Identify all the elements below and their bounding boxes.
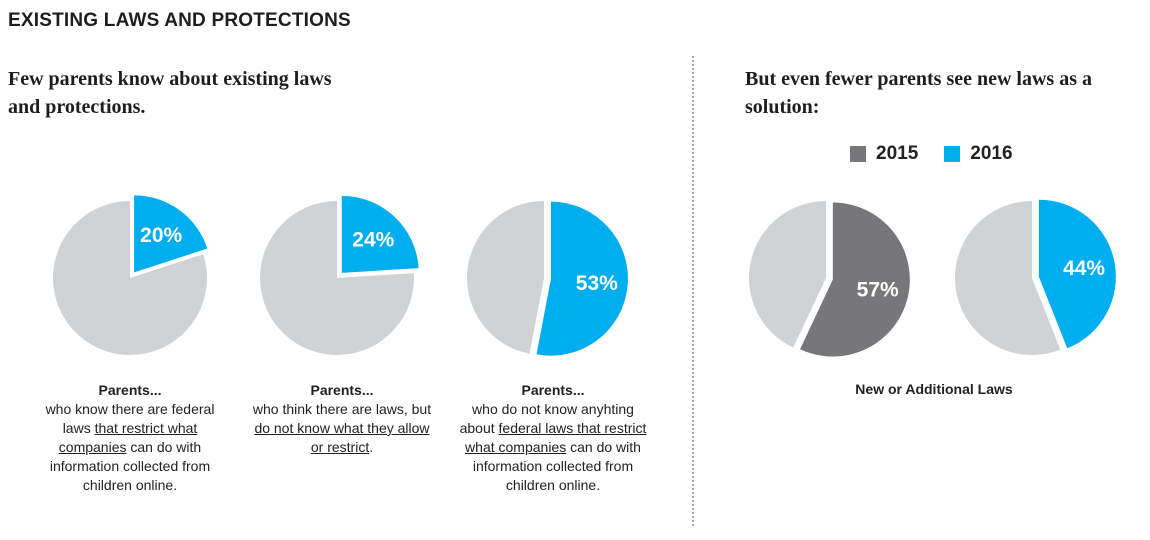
pie-highlight-slice bbox=[341, 195, 419, 273]
pie-remainder-slice bbox=[52, 201, 207, 355]
legend: 2015 2016 bbox=[850, 143, 1039, 165]
left-subtitle: Few parents know about existing laws and… bbox=[8, 68, 332, 118]
right-chart-caption: New or Additional Laws bbox=[855, 381, 1013, 397]
pie-highlight-slice bbox=[800, 202, 910, 357]
caption-heading: Parents... bbox=[98, 382, 162, 398]
pie-chart-3: 53% bbox=[466, 200, 628, 356]
legend-swatch-2015 bbox=[850, 146, 866, 162]
caption-2: Parents... who think there are laws, but … bbox=[247, 381, 437, 457]
pie-value-label: 53% bbox=[576, 272, 618, 295]
caption-underlined-text: that restrict what companies bbox=[58, 420, 198, 455]
pie-remainder-slice bbox=[466, 200, 544, 354]
caption-text: who think there are laws, but bbox=[252, 401, 432, 417]
pie-remainder-slice bbox=[954, 201, 1061, 355]
section-title: EXISTING LAWS AND PROTECTIONS bbox=[8, 10, 351, 31]
caption-text: can do with information collected from c… bbox=[49, 439, 211, 493]
pie-chart-5: 44% bbox=[954, 199, 1116, 355]
pie-chart-2: 24% bbox=[260, 195, 419, 355]
pie-value-label: 20% bbox=[140, 224, 182, 247]
caption-text: . bbox=[369, 439, 374, 455]
caption-underlined-text: federal laws that restrict what companie… bbox=[465, 420, 647, 455]
section-divider bbox=[692, 56, 694, 526]
pie-value-label: 24% bbox=[352, 228, 394, 251]
legend-label-2015: 2015 bbox=[876, 143, 919, 164]
caption-1: Parents... who know there are federal law… bbox=[35, 381, 225, 495]
caption-text: who know there are federal laws bbox=[45, 401, 215, 436]
pie-highlight-slice bbox=[1038, 199, 1116, 349]
legend-swatch-2016 bbox=[944, 146, 961, 162]
right-subtitle: But even fewer parents see new laws as a… bbox=[745, 68, 1093, 118]
legend-label-2016: 2016 bbox=[970, 143, 1013, 164]
caption-3: Parents... who do not know anyhting about… bbox=[458, 381, 648, 495]
pie-chart-4: 57% bbox=[748, 201, 910, 357]
caption-heading: Parents... bbox=[521, 382, 585, 398]
caption-heading: Parents... bbox=[310, 382, 374, 398]
caption-text: can do with information collected from c… bbox=[472, 439, 641, 493]
caption-underlined-text: do not know what they allow or restrict bbox=[254, 420, 430, 455]
pie-chart-1: 20% bbox=[52, 195, 208, 355]
pie-remainder-slice bbox=[748, 201, 826, 348]
pie-highlight-slice bbox=[536, 201, 628, 356]
pie-value-label: 57% bbox=[857, 279, 899, 302]
pie-highlight-slice bbox=[134, 195, 208, 273]
legend-item-2015: 2015 bbox=[850, 143, 918, 165]
caption-text: who do not know anyhting about bbox=[459, 401, 634, 436]
pie-remainder-slice bbox=[260, 201, 415, 355]
pie-value-label: 44% bbox=[1063, 257, 1105, 280]
legend-item-2016: 2016 bbox=[944, 143, 1013, 165]
